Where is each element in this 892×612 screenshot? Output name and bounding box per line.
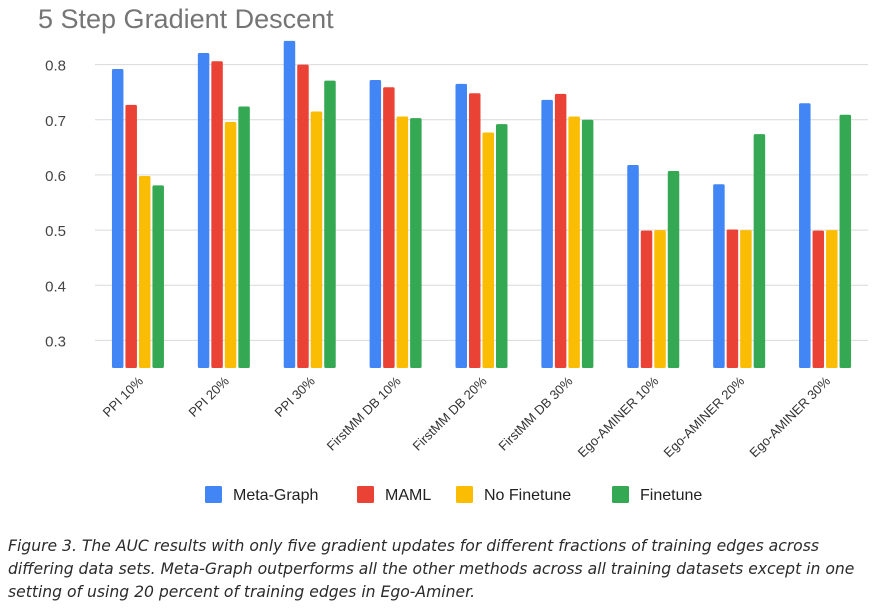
x-tick-label: Ego-AMINER 20%	[661, 373, 748, 460]
bar	[640, 230, 653, 368]
chart: 5 Step Gradient Descent 0.30.40.50.60.70…	[38, 4, 868, 504]
legend-label: Finetune	[640, 487, 702, 504]
legend-label: MAML	[385, 487, 431, 504]
y-tick-label: 0.6	[45, 168, 66, 185]
y-tick-label: 0.8	[45, 58, 66, 75]
bar	[568, 116, 580, 368]
legend-label: Meta-Graph	[233, 487, 318, 504]
bar	[224, 121, 237, 368]
legend-swatch	[612, 486, 629, 503]
x-axis-ticks: PPI 10% PPI 20% PPI 30% FirstMM DB 10% First…	[100, 373, 834, 460]
bar	[125, 104, 137, 368]
bar	[383, 87, 395, 369]
x-tick-label: PPI 10%	[100, 373, 147, 420]
bar	[138, 176, 151, 368]
bar	[541, 99, 553, 368]
bar	[324, 80, 336, 368]
bar	[667, 171, 680, 368]
x-tick-label: PPI 30%	[271, 373, 318, 420]
bar	[111, 68, 124, 368]
bar	[799, 103, 811, 368]
bar	[726, 229, 739, 368]
bar	[496, 124, 508, 368]
legend-swatch	[205, 486, 222, 503]
gridlines	[95, 64, 868, 341]
bar	[713, 184, 725, 368]
y-tick-label: 0.3	[45, 333, 66, 350]
bar	[740, 230, 752, 368]
bar	[369, 80, 382, 368]
bar	[455, 83, 467, 369]
legend-label: No Finetune	[484, 487, 571, 504]
x-tick-label: FirstMM DB 10%	[324, 373, 404, 453]
bar	[654, 230, 666, 368]
chart-title: 5 Step Gradient Descent	[38, 4, 334, 34]
legend-swatch	[357, 486, 374, 503]
bar	[283, 40, 296, 369]
x-tick-label: FirstMM DB 30%	[495, 373, 575, 453]
y-tick-label: 0.4	[45, 278, 66, 295]
legend: Meta-Graph MAML No Finetune Finetune	[205, 486, 702, 504]
bar	[812, 230, 825, 368]
bar	[297, 64, 309, 368]
bar	[627, 164, 639, 368]
y-tick-label: 0.5	[45, 223, 66, 240]
y-axis-ticks: 0.3 0.4 0.5 0.6 0.7 0.8	[45, 58, 66, 351]
bar	[482, 132, 494, 368]
bar	[396, 116, 409, 368]
bar	[581, 119, 594, 368]
bar	[753, 134, 766, 368]
legend-swatch	[456, 486, 473, 503]
bar	[152, 185, 164, 368]
bar	[554, 93, 567, 369]
bars	[111, 40, 852, 369]
x-tick-label: Ego-AMINER 10%	[575, 373, 662, 460]
bar	[211, 61, 223, 368]
bar	[238, 106, 250, 368]
bar	[839, 114, 852, 368]
bar	[826, 230, 838, 368]
bar	[469, 93, 481, 369]
figure-caption: Figure 3. The AUC results with only five…	[8, 537, 855, 601]
bar	[197, 52, 210, 369]
x-tick-label: Ego-AMINER 30%	[746, 373, 833, 460]
bar	[410, 118, 422, 368]
y-tick-label: 0.7	[45, 113, 66, 130]
x-tick-label: FirstMM DB 20%	[410, 373, 490, 453]
x-tick-label: PPI 20%	[186, 373, 233, 420]
bar	[310, 111, 323, 368]
